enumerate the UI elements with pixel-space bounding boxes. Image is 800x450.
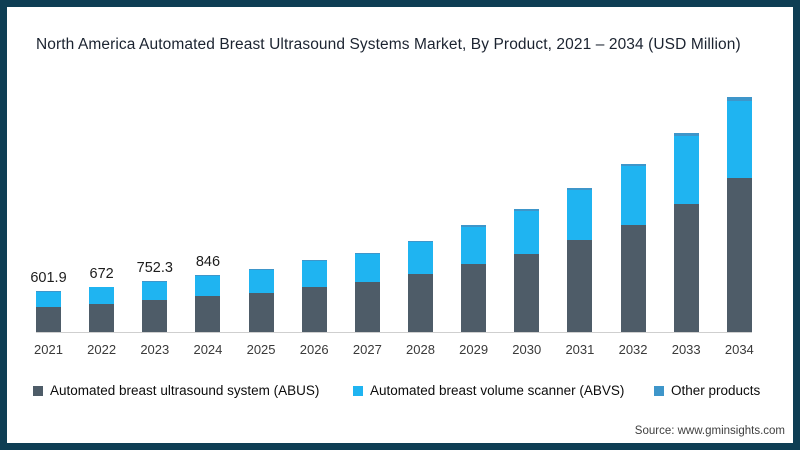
- bar-segment-abvs: [726, 100, 752, 178]
- bar-value-label: 601.9: [30, 270, 67, 287]
- bar-segment-other: [514, 209, 540, 211]
- bar-segment-other: [89, 286, 115, 288]
- legend-label-other: Other products: [671, 383, 761, 398]
- bar-column-2034: 2034: [725, 67, 754, 357]
- bar-segment-other: [461, 224, 487, 227]
- bar-segment-abus: [461, 264, 487, 332]
- bar-segment-other: [354, 252, 380, 254]
- bar-value-label: 846: [195, 254, 221, 271]
- bar-column-2021: 601.9 2021: [30, 67, 66, 357]
- bar-segment-abus: [195, 295, 221, 332]
- x-axis-label: 2026: [299, 342, 329, 357]
- x-axis-label: 2023: [140, 342, 170, 357]
- bar-segment-abus: [514, 253, 540, 332]
- bar-segment-abvs: [142, 282, 168, 301]
- bar-segment-abvs: [354, 253, 380, 282]
- x-axis-label: 2025: [246, 342, 276, 357]
- bar-segment-abvs: [36, 292, 61, 307]
- bar-segment-other: [36, 291, 61, 293]
- bar-column-2030: 2030: [512, 67, 541, 357]
- legend-item-abvs: Automated breast volume scanner (ABVS): [353, 383, 624, 398]
- bar-segment-abvs: [195, 275, 221, 296]
- bar-segment-abus: [301, 286, 327, 332]
- bar-column-2025: 2025: [247, 67, 276, 357]
- bar-segment-other: [407, 241, 433, 243]
- x-axis-label: 2027: [352, 342, 382, 357]
- bar-segment-abvs: [301, 261, 327, 287]
- bar-segment-abus: [89, 303, 115, 332]
- bar-segment-abus: [673, 204, 699, 332]
- bar-segment-abus: [407, 274, 433, 332]
- bar-column-2026: 2026: [300, 67, 329, 357]
- bar-column-2023: 752.3 2023: [137, 67, 173, 357]
- bar-segment-other: [567, 187, 593, 191]
- bar-value-label: 752.3: [136, 260, 173, 277]
- bar-segment-abvs: [514, 211, 540, 254]
- bar-segment-abvs: [89, 287, 115, 304]
- bar-segment-abvs: [407, 242, 433, 275]
- x-axis-label: 2033: [671, 342, 701, 357]
- bar-column-2032: 2032: [619, 67, 648, 357]
- x-axis-label: 2032: [618, 342, 648, 357]
- legend-label-abvs: Automated breast volume scanner (ABVS): [370, 383, 625, 398]
- bar-segment-abus: [567, 240, 593, 332]
- bar-segment-abvs: [248, 270, 274, 293]
- legend-swatch-abus: [33, 385, 43, 396]
- bar-segment-abus: [620, 224, 646, 332]
- x-axis-label: 2029: [459, 342, 489, 357]
- bar-column-2024: 846 2024: [193, 67, 222, 357]
- source-attribution: Source: www.gminsights.com: [634, 425, 785, 437]
- bar-column-2022: 672 2022: [87, 67, 116, 357]
- bar-value-label: 672: [89, 265, 114, 282]
- bar-segment-other: [726, 97, 752, 101]
- legend-swatch-abvs: [353, 385, 363, 396]
- bar-segment-abus: [726, 178, 752, 332]
- x-axis-label: 2028: [406, 342, 435, 357]
- chart-legend: Automated breast ultrasound system (ABUS…: [7, 383, 793, 403]
- legend-item-abus: Automated breast ultrasound system (ABUS…: [33, 383, 319, 398]
- bar-segment-abvs: [620, 166, 646, 225]
- bar-segment-other: [301, 260, 327, 262]
- x-axis-label: 2034: [724, 342, 754, 357]
- x-axis-label: 2021: [34, 342, 63, 357]
- bar-segment-other: [195, 275, 221, 276]
- bar-column-2027: 2027: [353, 67, 382, 357]
- bar-segment-abus: [248, 292, 274, 332]
- bar-segment-abvs: [567, 190, 593, 241]
- x-axis-label: 2024: [193, 342, 223, 357]
- bar-segment-other: [142, 281, 168, 283]
- chart-title: North America Automated Breast Ultrasoun…: [36, 36, 741, 53]
- bar-column-2028: 2028: [406, 67, 435, 357]
- x-axis-label: 2022: [87, 342, 117, 357]
- legend-label-abus: Automated breast ultrasound system (ABUS…: [50, 383, 320, 398]
- bar-segment-abvs: [673, 135, 699, 205]
- x-axis-label: 2031: [565, 342, 595, 357]
- bar-segment-abvs: [461, 226, 487, 265]
- bar-column-2029: 2029: [459, 67, 488, 357]
- legend-item-other: Other products: [654, 383, 760, 398]
- bar-column-2031: 2031: [565, 67, 594, 357]
- legend-swatch-other: [654, 385, 664, 396]
- bar-segment-other: [673, 132, 699, 136]
- bar-segment-abus: [142, 300, 168, 332]
- bar-segment-other: [248, 269, 274, 271]
- bar-segment-other: [620, 164, 646, 167]
- x-axis-label: 2030: [512, 342, 542, 357]
- bar-chart-plot: 601.9 2021 672 2022 752.3 2023 846 2024 2025 2026…: [30, 67, 754, 357]
- bar-segment-abus: [36, 306, 61, 332]
- bar-column-2033: 2033: [672, 67, 701, 357]
- bar-segment-abus: [354, 281, 380, 332]
